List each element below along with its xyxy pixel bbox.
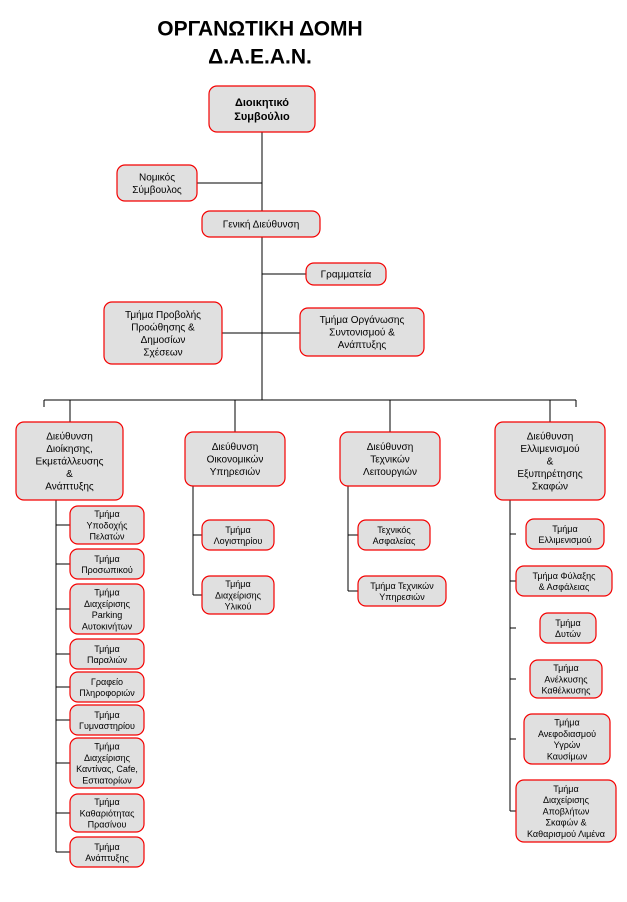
svg-text:Διεύθυνση: Διεύθυνση	[527, 431, 574, 443]
svg-text:Υγρών: Υγρών	[554, 740, 581, 750]
svg-text:Τμήμα: Τμήμα	[94, 509, 119, 519]
svg-text:Αυτοκινήτων: Αυτοκινήτων	[82, 621, 133, 631]
svg-text:Ανάπτυξης: Ανάπτυξης	[85, 853, 129, 863]
svg-text:Οικονομικών: Οικονομικών	[207, 454, 264, 466]
svg-text:Τμήμα: Τμήμα	[225, 579, 250, 589]
svg-text:Ελλιμενισμού: Ελλιμενισμού	[538, 535, 591, 545]
svg-text:& Ασφάλειας: & Ασφάλειας	[539, 582, 590, 592]
svg-text:Τμήμα: Τμήμα	[94, 842, 119, 852]
svg-text:Τμήμα: Τμήμα	[94, 742, 119, 752]
svg-text:Γραμματεία: Γραμματεία	[321, 269, 372, 281]
svg-text:Προσωπικού: Προσωπικού	[81, 565, 133, 575]
svg-text:Σύμβουλος: Σύμβουλος	[132, 184, 182, 196]
svg-text:Υπηρεσιών: Υπηρεσιών	[210, 466, 260, 478]
svg-text:Τμήμα: Τμήμα	[553, 784, 578, 794]
svg-text:Εκμετάλλευσης: Εκμετάλλευσης	[36, 456, 104, 468]
svg-text:Τμήμα: Τμήμα	[94, 797, 119, 807]
svg-text:Γραφείο: Γραφείο	[91, 677, 123, 687]
org-chart: ΟΡΓΑΝΩΤΙΚΗ ΔΟΜΗ Δ.Α.Ε.Α.Ν. Διοικητικό Συμβο…	[0, 0, 627, 902]
svg-text:Τμήμα: Τμήμα	[552, 524, 577, 534]
svg-text:Ανάπτυξης: Ανάπτυξης	[338, 339, 387, 351]
svg-text:Λογιστηρίου: Λογιστηρίου	[214, 536, 263, 546]
svg-text:Διαχείρισης: Διαχείρισης	[543, 795, 590, 805]
svg-text:&: &	[547, 457, 554, 468]
svg-text:Εξυπηρέτησης: Εξυπηρέτησης	[517, 468, 582, 480]
svg-text:Δημοσίων: Δημοσίων	[141, 334, 186, 346]
svg-text:Αποβλήτων: Αποβλήτων	[543, 806, 590, 816]
svg-text:Τμήμα: Τμήμα	[94, 644, 119, 654]
svg-text:Τμήμα: Τμήμα	[94, 710, 119, 720]
svg-text:Διοικητικό: Διοικητικό	[235, 97, 289, 109]
svg-text:Τμήμα Προβολής: Τμήμα Προβολής	[125, 309, 201, 321]
svg-text:Διεύθυνση: Διεύθυνση	[367, 441, 414, 453]
svg-text:Διαχείρισης: Διαχείρισης	[215, 590, 262, 600]
svg-text:Ανεφοδιασμού: Ανεφοδιασμού	[538, 729, 596, 739]
svg-text:Πελατών: Πελατών	[89, 532, 125, 542]
svg-text:Καθαρισμού Λιμένα: Καθαρισμού Λιμένα	[527, 829, 605, 839]
svg-text:Συμβούλιο: Συμβούλιο	[234, 111, 290, 123]
svg-text:Τμήμα: Τμήμα	[94, 554, 119, 564]
svg-text:Σκαφών &: Σκαφών &	[545, 818, 586, 828]
svg-text:Υπηρεσιών: Υπηρεσιών	[379, 592, 425, 602]
svg-text:Δυτών: Δυτών	[555, 629, 581, 639]
svg-text:Διεύθυνση: Διεύθυνση	[46, 431, 93, 443]
svg-text:Συντονισμού &: Συντονισμού &	[329, 327, 395, 339]
svg-text:Διαχείρισης: Διαχείρισης	[84, 599, 131, 609]
svg-text:Ανέλκυσης: Ανέλκυσης	[544, 674, 588, 684]
svg-text:Τμήμα Φύλαξης: Τμήμα Φύλαξης	[533, 571, 597, 581]
svg-text:Τμήμα: Τμήμα	[94, 588, 119, 598]
svg-text:Ασφαλείας: Ασφαλείας	[373, 536, 416, 546]
svg-text:Καθαριότητας: Καθαριότητας	[80, 808, 135, 818]
svg-text:Ελλιμενισμού: Ελλιμενισμού	[520, 443, 579, 455]
svg-text:Τμήμα: Τμήμα	[555, 618, 580, 628]
svg-text:Καντίνας, Cafe,: Καντίνας, Cafe,	[76, 764, 138, 774]
svg-text:Τμήμα Οργάνωσης: Τμήμα Οργάνωσης	[320, 314, 405, 326]
svg-text:Σχέσεων: Σχέσεων	[143, 346, 182, 358]
svg-text:Διεύθυνση: Διεύθυνση	[212, 441, 259, 453]
svg-text:Τμήμα: Τμήμα	[225, 525, 250, 535]
svg-text:Δ.Α.Ε.Α.Ν.: Δ.Α.Ε.Α.Ν.	[208, 46, 312, 69]
svg-text:Τεχνικών: Τεχνικών	[370, 454, 410, 466]
svg-text:Τμήμα: Τμήμα	[553, 663, 578, 673]
svg-text:Parking: Parking	[92, 610, 123, 620]
svg-text:Γυμναστηρίου: Γυμναστηρίου	[79, 721, 135, 731]
svg-text:&: &	[66, 469, 73, 480]
svg-text:Υποδοχής: Υποδοχής	[87, 520, 129, 530]
svg-text:Ανάπτυξης: Ανάπτυξης	[45, 481, 94, 493]
svg-text:Νομικός: Νομικός	[139, 171, 175, 183]
svg-text:Πρασίνου: Πρασίνου	[88, 820, 127, 830]
svg-text:Εστιατορίων: Εστιατορίων	[82, 775, 132, 785]
svg-text:Πληροφοριών: Πληροφοριών	[79, 688, 135, 698]
svg-text:Τμήμα Τεχνικών: Τμήμα Τεχνικών	[370, 581, 434, 591]
svg-text:Σκαφών: Σκαφών	[532, 481, 568, 493]
svg-text:Καυσίμων: Καυσίμων	[547, 751, 588, 761]
svg-text:Τμήμα: Τμήμα	[554, 718, 579, 728]
svg-text:Τεχνικός: Τεχνικός	[377, 525, 411, 535]
svg-text:Διαχείρισης: Διαχείρισης	[84, 753, 131, 763]
svg-text:Διοίκησης,: Διοίκησης,	[46, 443, 93, 455]
svg-text:Υλικού: Υλικού	[225, 602, 252, 612]
svg-text:ΟΡΓΑΝΩΤΙΚΗ ΔΟΜΗ: ΟΡΓΑΝΩΤΙΚΗ ΔΟΜΗ	[157, 18, 362, 41]
svg-text:Καθέλκυσης: Καθέλκυσης	[542, 686, 592, 696]
svg-text:Προώθησης &: Προώθησης &	[131, 321, 195, 333]
svg-text:Παραλιών: Παραλιών	[87, 655, 128, 665]
svg-text:Γενική Διεύθυνση: Γενική Διεύθυνση	[223, 219, 300, 231]
svg-text:Λειτουργιών: Λειτουργιών	[363, 466, 417, 478]
